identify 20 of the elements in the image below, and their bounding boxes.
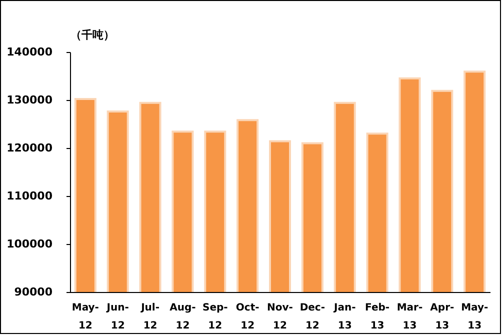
x-tick-label: Nov-12 [267, 302, 293, 332]
x-tick-label: Dec-12 [300, 302, 326, 332]
x-tick-label: May-12 [72, 302, 99, 332]
x-tick-label: Jan-13 [332, 302, 356, 332]
x-tick-label: Feb-13 [365, 302, 390, 332]
y-tick-label: 130000 [6, 94, 53, 106]
y-tick-label: 120000 [6, 142, 53, 154]
y-tick-label: 110000 [6, 190, 53, 202]
y-tick-label: 90000 [14, 286, 53, 298]
x-tick-label: May-13 [461, 302, 488, 332]
x-tick-label: Apr-13 [430, 302, 454, 332]
x-tick-label: Aug-12 [170, 302, 196, 332]
x-tick-label: Oct-12 [236, 302, 260, 332]
x-tick-label: Sep-12 [202, 302, 228, 332]
y-tick-label: 140000 [6, 46, 53, 58]
x-tick-label: Jul-12 [140, 302, 160, 332]
x-tick-label: Mar-13 [396, 302, 423, 332]
y-axis-title: （千吨） [70, 28, 114, 42]
x-tick-label: Jun-12 [106, 302, 129, 332]
y-tick-label: 100000 [6, 238, 53, 250]
